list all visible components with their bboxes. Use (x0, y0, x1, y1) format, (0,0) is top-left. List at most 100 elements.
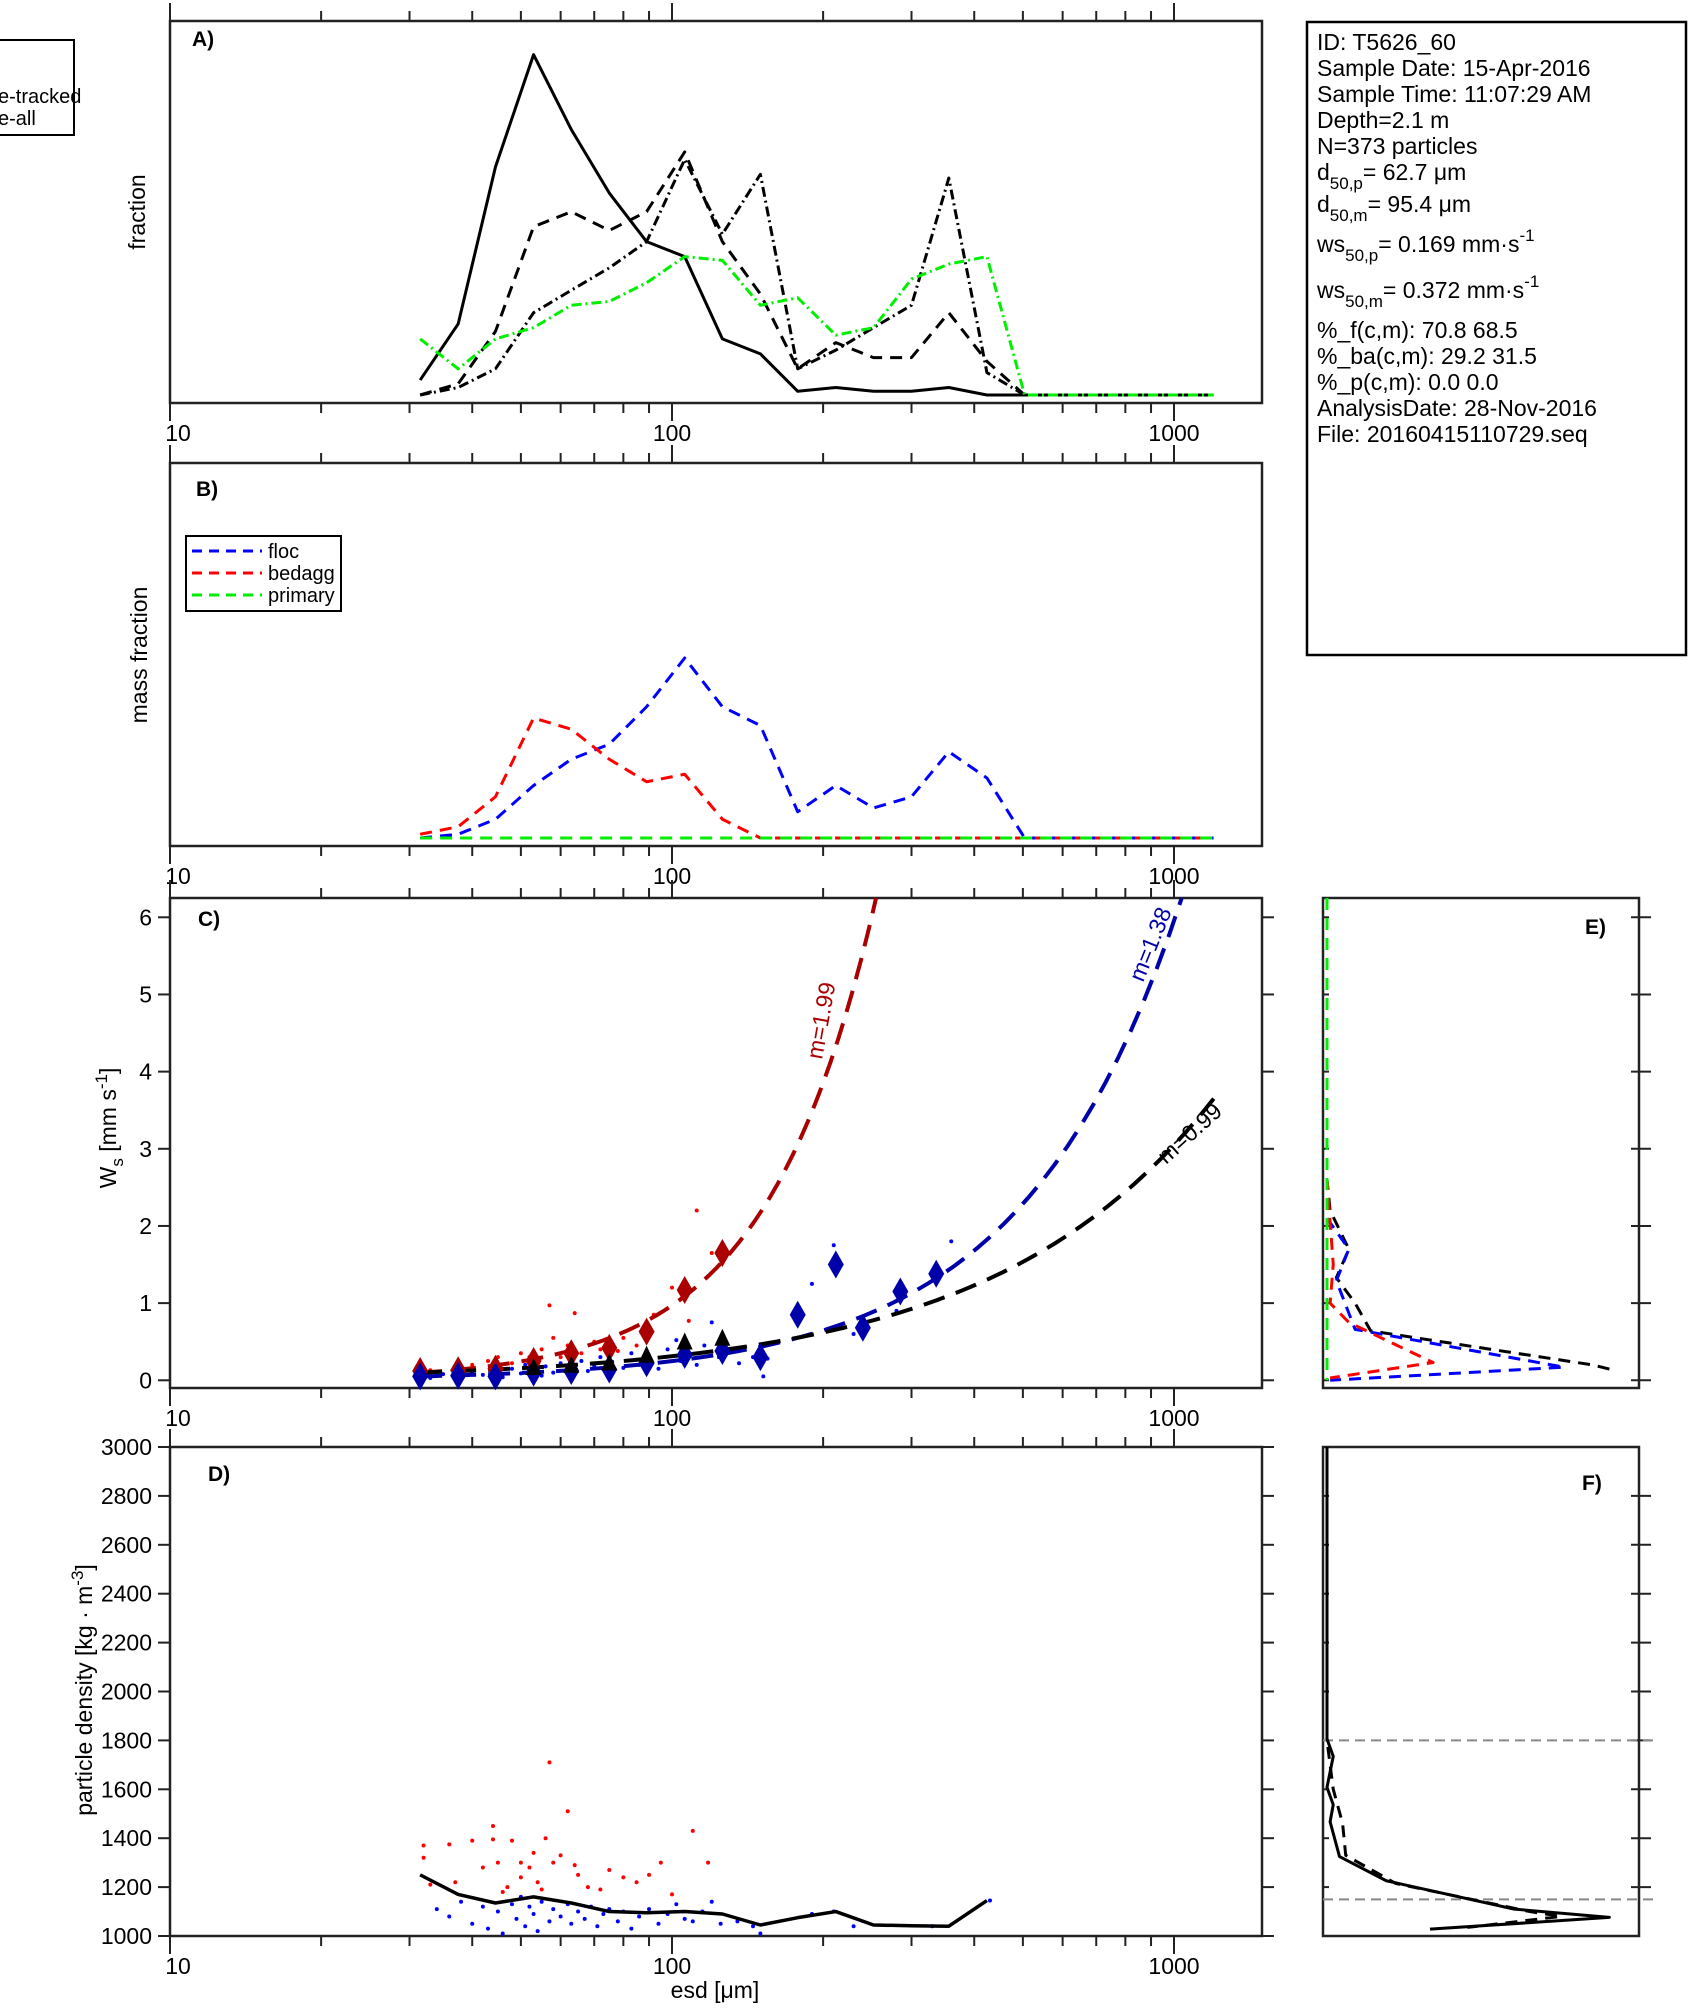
info-line: d50,m= 95.4 μm (1317, 191, 1471, 225)
fit-curve-m=0.99 (420, 1097, 1216, 1375)
floc-point (851, 1331, 856, 1336)
floc-point (434, 1907, 439, 1912)
bedagg-point (572, 1863, 577, 1868)
floc-point (690, 1919, 695, 1924)
floc-point (486, 1926, 491, 1931)
floc-mean-marker (892, 1277, 909, 1306)
legend-a: e-tracked e-all (0, 39, 81, 136)
x-tick-label: 10 (165, 1405, 191, 1431)
floc-point (694, 1362, 699, 1367)
panel-label-f: F) (1582, 1472, 1602, 1495)
floc-point (470, 1921, 475, 1926)
info-line: d50,p= 62.7 μm (1317, 159, 1466, 193)
floc-point (480, 1372, 485, 1377)
floc-point (576, 1909, 581, 1914)
bedagg-point (634, 1880, 639, 1885)
series-line-floc (420, 656, 1214, 840)
floc-point (585, 1369, 590, 1374)
floc-point (514, 1916, 519, 1921)
bedagg-point (518, 1351, 523, 1356)
bedagg-point (518, 1875, 523, 1880)
legend-bedagg-label: bedagg (268, 563, 335, 585)
floc-point (447, 1914, 452, 1919)
floc-point (558, 1914, 563, 1919)
floc-point (569, 1921, 574, 1926)
legend-primary-label: primary (268, 585, 335, 607)
axes-c: 10 100 1000 0 1 2 3 4 5 6 (139, 880, 1274, 1431)
panel-d-marks (419, 1760, 993, 1936)
floc-point (709, 1320, 714, 1325)
bedagg-point (565, 1809, 570, 1814)
plot-frame (168, 461, 1264, 848)
bedagg-point (551, 1860, 556, 1865)
plot-frame (168, 19, 1264, 405)
bedagg-point (495, 1860, 500, 1865)
plot-frame (168, 1445, 1264, 1938)
bedagg-point (572, 1311, 577, 1316)
floc-point (665, 1347, 670, 1352)
y-tick-label: 2400 (101, 1581, 152, 1607)
floc-mean-marker (487, 1362, 504, 1391)
floc-point (543, 1364, 548, 1369)
legend-a-entry-all: e-all (0, 108, 36, 130)
y-tick-label: 1000 (101, 1923, 152, 1949)
floc-point (535, 1929, 540, 1934)
floc-point (809, 1281, 814, 1286)
bedagg-point (647, 1872, 652, 1877)
fit-label-floc: m=1.38 (1124, 903, 1177, 984)
x-axis-label-d: esd [μm] (671, 1977, 760, 2003)
all-mean-marker (676, 1332, 693, 1350)
floc-point (674, 1338, 679, 1343)
y-axis-label-d: particle density [kg · m-3] (68, 1564, 97, 1816)
series-line-dashdot-2 (419, 157, 1214, 397)
y-tick-label: 1400 (101, 1825, 152, 1851)
x-tick-label: 1000 (1148, 1953, 1199, 1979)
floc-point (551, 1907, 556, 1912)
floc-point (531, 1911, 536, 1916)
y-tick-label: 2600 (101, 1532, 152, 1558)
bedagg-point (428, 1882, 433, 1887)
bedagg-point (470, 1362, 475, 1367)
info-line: Sample Time: 11:07:29 AM (1317, 81, 1591, 107)
panel-label-a: A) (192, 28, 214, 51)
y-axis-label-b: mass fraction (126, 587, 152, 724)
y-tick-label: 1200 (101, 1874, 152, 1900)
bedagg-point (421, 1843, 426, 1848)
floc-mean-marker (752, 1343, 769, 1372)
floc-point (518, 1371, 523, 1376)
floc-point (831, 1243, 836, 1248)
bedagg-point (558, 1355, 563, 1360)
floc-point (579, 1358, 584, 1363)
bedagg-point (576, 1872, 581, 1877)
floc-point (718, 1921, 723, 1926)
floc-point (674, 1902, 679, 1907)
floc-point (598, 1355, 603, 1360)
panel-label-d: D) (208, 1463, 230, 1486)
legend-b-box (185, 535, 342, 612)
floc-point (509, 1902, 514, 1907)
y-axis-label-a: fraction (124, 174, 150, 249)
x-tick-label: 100 (653, 1953, 691, 1979)
legend-b: floc bedagg primary (185, 535, 342, 612)
x-tick-label: 100 (653, 1405, 691, 1431)
bedagg-point (686, 1318, 691, 1323)
floc-point (629, 1926, 634, 1931)
x-tick-label: 10 (165, 1953, 191, 1979)
y-tick-label: 1800 (101, 1727, 152, 1753)
floc-point (601, 1911, 606, 1916)
bedagg-point (505, 1885, 510, 1890)
floc-point (547, 1919, 552, 1924)
floc-point (509, 1366, 514, 1371)
plot-frame (168, 896, 1264, 1390)
bedagg-point (491, 1823, 496, 1828)
floc-point (459, 1899, 464, 1904)
distribution-line-1 (1325, 1447, 1563, 1929)
floc-mean-marker (450, 1361, 467, 1390)
series-line-bedagg (419, 716, 1214, 840)
axes-d: 10 100 1000 1000 1200 1400 1600 1800 2000 2200 240… (101, 1429, 1274, 1979)
floc-mean-marker (827, 1250, 844, 1279)
floc-point (595, 1924, 600, 1929)
bedagg-point (527, 1865, 532, 1870)
bedagg-point (453, 1880, 458, 1885)
y-tick-label: 6 (139, 904, 152, 930)
